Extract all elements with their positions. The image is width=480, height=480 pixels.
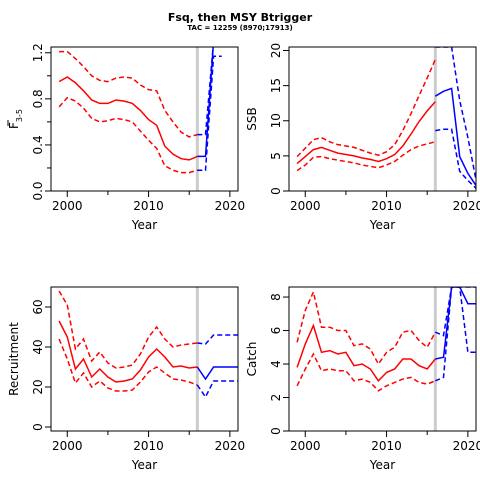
historic-lower-line	[58, 338, 198, 392]
projection-upper-line	[197, 334, 238, 345]
x-axis-title: Year	[369, 218, 395, 232]
y-axis-title: SSB	[245, 107, 259, 130]
historic-median-line	[296, 101, 436, 165]
projection-upper-line	[435, 287, 476, 337]
panel-catch: 2000 2010 2020 0 2 4 6 8 Year Catch	[245, 286, 480, 472]
chart-title: Fsq, then MSY Btrigger	[168, 11, 313, 24]
y-axis-title: Catch	[245, 342, 259, 377]
y-tick-label: 20	[31, 379, 45, 394]
y-tick-label: 0.0	[31, 181, 45, 200]
x-tick-label: 2000	[290, 439, 321, 453]
projection-upper-line	[197, 47, 214, 136]
historic-median-line	[58, 320, 198, 383]
x-axis-title: Year	[369, 458, 395, 472]
projection-lower-line	[197, 55, 222, 172]
y-axis-title: Recruitment	[7, 322, 21, 396]
y-tick-label: 8	[269, 293, 283, 301]
plot-area	[296, 287, 476, 392]
panel-f: 2000 2010 2020 0.0 0.4 0.8 1.2 Year F3-5	[7, 43, 246, 232]
plot-frame	[288, 286, 477, 432]
x-tick-label: 2000	[52, 439, 83, 453]
y-tick-label: 5	[269, 152, 283, 160]
x-tick-label: 2000	[52, 199, 83, 213]
y-tick-label: 1.2	[31, 43, 45, 62]
historic-median-line	[296, 323, 436, 382]
x-tick-label: 2010	[371, 439, 402, 453]
chart-subtitle: TAC = 12259 (8970;17913)	[187, 24, 292, 32]
y-tick-label: 0.4	[31, 135, 45, 154]
x-tick-label: 2010	[133, 199, 164, 213]
projection-median-line	[434, 87, 476, 186]
historic-upper-line	[59, 50, 198, 138]
projection-lower-line	[196, 380, 238, 399]
x-tick-label: 2020	[215, 439, 246, 453]
x-tick-label: 2020	[453, 199, 480, 213]
projection-median-line	[435, 287, 476, 360]
x-tick-label: 2020	[215, 199, 246, 213]
historic-upper-line	[296, 59, 436, 158]
y-tick-label: 60	[31, 299, 45, 314]
panel-recruitment: 2000 2010 2020 0 20 40 60 Year Recruitment	[7, 286, 246, 472]
y-tick-label: 15	[269, 78, 283, 93]
plot-frame	[50, 46, 239, 192]
y-tick-label: 2	[269, 394, 283, 402]
y-tick-label: 6	[269, 327, 283, 335]
y-tick-label: 20	[269, 43, 283, 58]
plot-area	[58, 47, 222, 174]
historic-upper-line	[58, 290, 198, 369]
historic-lower-line	[58, 96, 198, 174]
plot-area	[58, 290, 238, 399]
historic-lower-line	[296, 141, 436, 172]
panel-ssb: 2000 2010 2020 0 5 10 15 20 Year SSB	[245, 43, 480, 232]
x-tick-label: 2020	[453, 439, 480, 453]
y-tick-label: 40	[31, 339, 45, 354]
x-tick-label: 2010	[133, 439, 164, 453]
x-axis-title: Year	[131, 458, 157, 472]
plot-frame	[288, 46, 477, 192]
y-tick-label: 0	[269, 427, 283, 435]
projection-median-line	[197, 47, 214, 158]
projection-lower-line	[435, 128, 476, 189]
y-tick-label: 0	[269, 187, 283, 195]
plot-frame	[50, 286, 239, 432]
historic-median-line	[58, 76, 198, 161]
plot-area	[296, 47, 476, 189]
x-tick-label: 2010	[371, 199, 402, 213]
y-tick-label: 4	[269, 360, 283, 368]
y-tick-label: 0	[31, 423, 45, 431]
y-axis-title: F3-5	[7, 109, 24, 129]
projection-lower-line	[435, 287, 476, 382]
y-tick-label: 10	[269, 113, 283, 128]
x-tick-label: 2000	[290, 199, 321, 213]
projection-median-line	[196, 366, 238, 381]
historic-lower-line	[296, 352, 436, 392]
historic-upper-line	[296, 289, 436, 366]
x-axis-title: Year	[131, 218, 157, 232]
y-tick-label: 0.8	[31, 89, 45, 108]
projection-upper-line	[435, 47, 476, 180]
